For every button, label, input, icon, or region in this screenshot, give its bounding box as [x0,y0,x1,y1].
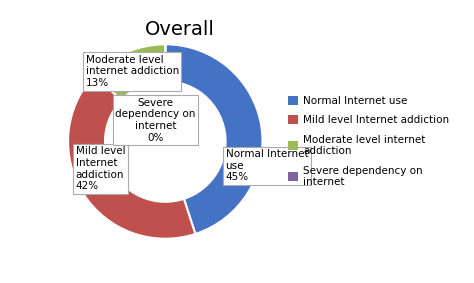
Text: Normal Internet
use
45%: Normal Internet use 45% [226,149,308,183]
Wedge shape [94,44,165,100]
Text: Moderate level
internet addiction
13%: Moderate level internet addiction 13% [86,55,179,88]
Wedge shape [68,75,195,239]
Text: Mild level
Internet
addiction
42%: Mild level Internet addiction 42% [76,146,126,191]
Legend: Normal Internet use, Mild level Internet addiction, Moderate level internet
addi: Normal Internet use, Mild level Internet… [288,96,449,187]
Text: Severe
dependency on
internet
0%: Severe dependency on internet 0% [115,98,196,143]
Wedge shape [165,44,263,234]
Text: Overall: Overall [145,20,215,39]
